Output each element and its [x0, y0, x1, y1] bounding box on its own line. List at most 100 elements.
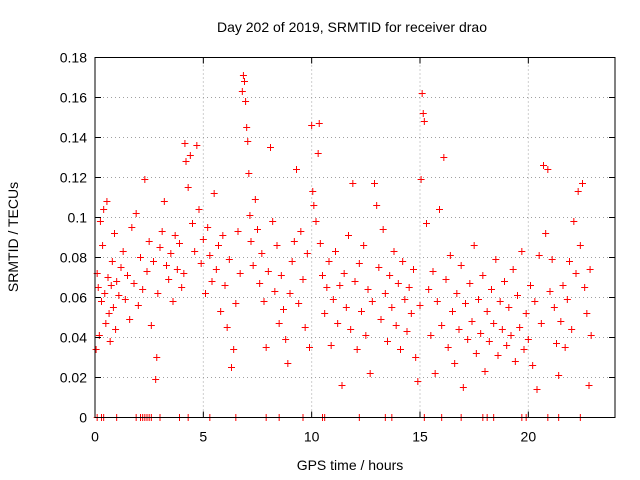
data-point — [507, 332, 515, 339]
y-tick-label: 0.18 — [60, 50, 87, 66]
y-tick-label: 0.06 — [60, 290, 87, 306]
data-point — [353, 346, 361, 353]
data-point — [245, 170, 253, 177]
data-point — [319, 272, 326, 279]
data-point — [145, 238, 153, 245]
data-point — [496, 298, 504, 305]
data-point — [295, 300, 303, 307]
data-point — [260, 298, 268, 305]
data-point — [99, 242, 107, 249]
data-point — [535, 252, 543, 259]
data-point — [537, 320, 545, 327]
data-point — [566, 258, 573, 265]
data-point — [371, 180, 378, 187]
data-point — [561, 344, 569, 351]
data-point — [477, 330, 485, 337]
data-point — [130, 280, 138, 287]
data-point — [249, 262, 257, 269]
data-point — [312, 218, 320, 225]
data-point — [546, 288, 554, 295]
data-point — [232, 300, 240, 307]
data-point — [338, 382, 346, 389]
data-point — [433, 298, 441, 305]
data-point — [236, 270, 244, 277]
y-tick-label: 0 — [79, 410, 87, 426]
data-point — [126, 316, 134, 323]
data-point — [568, 326, 576, 333]
data-point — [262, 344, 270, 351]
data-point — [147, 322, 155, 329]
data-point — [199, 236, 207, 243]
data-point — [587, 332, 595, 339]
data-point — [459, 384, 467, 391]
data-point — [563, 296, 571, 303]
data-point — [423, 220, 430, 227]
data-point — [105, 310, 113, 317]
data-point — [297, 228, 305, 235]
data-point — [585, 382, 593, 389]
data-point — [347, 326, 355, 333]
data-point — [141, 176, 149, 183]
data-point — [407, 310, 415, 317]
data-point — [431, 370, 439, 377]
data-point — [284, 360, 292, 367]
data-point — [488, 286, 495, 293]
chart-title: Day 202 of 2019, SRMTID for receiver dra… — [217, 19, 487, 35]
data-point — [325, 258, 333, 265]
data-point — [342, 304, 350, 311]
x-axis-label: GPS time / hours — [297, 457, 404, 473]
data-point — [316, 240, 324, 247]
data-point — [202, 290, 209, 297]
data-point — [511, 358, 519, 365]
data-point — [258, 250, 266, 257]
data-point — [462, 300, 469, 307]
data-point — [303, 250, 311, 257]
data-point — [104, 274, 112, 281]
data-point — [158, 228, 166, 235]
data-point — [299, 276, 307, 283]
data-point — [186, 152, 194, 159]
data-point — [479, 272, 487, 279]
plot-frame — [94, 57, 616, 418]
data-point — [340, 270, 348, 277]
data-point — [410, 266, 417, 273]
data-point — [160, 198, 168, 205]
data-point — [98, 298, 105, 305]
data-point — [436, 206, 443, 213]
data-point — [472, 350, 480, 357]
data-point — [238, 88, 246, 95]
data-point — [156, 244, 164, 251]
data-point — [308, 122, 316, 129]
data-point — [244, 138, 252, 145]
data-point — [150, 258, 157, 265]
data-point — [310, 202, 318, 209]
grid-lines — [95, 57, 615, 418]
data-point — [481, 368, 489, 375]
data-point — [358, 308, 365, 315]
data-point — [184, 184, 192, 191]
data-point — [191, 248, 199, 255]
data-point — [290, 238, 298, 245]
data-point — [542, 230, 550, 237]
data-point — [241, 78, 248, 85]
data-point — [446, 252, 454, 259]
data-point — [466, 280, 474, 287]
data-point — [384, 338, 391, 345]
data-point — [527, 282, 534, 289]
data-point — [366, 370, 374, 377]
data-point — [178, 284, 186, 291]
data-point — [163, 262, 170, 269]
data-point — [181, 140, 189, 147]
data-point — [572, 270, 580, 277]
data-point — [223, 324, 231, 331]
data-point — [355, 260, 363, 267]
data-point — [256, 280, 264, 287]
data-point — [293, 166, 300, 173]
data-point — [329, 296, 337, 303]
data-point — [254, 226, 261, 233]
data-point — [531, 298, 539, 305]
data-point — [113, 278, 121, 285]
data-point — [286, 290, 294, 297]
y-tick-label: 0.1 — [68, 210, 88, 226]
data-point — [182, 158, 190, 165]
